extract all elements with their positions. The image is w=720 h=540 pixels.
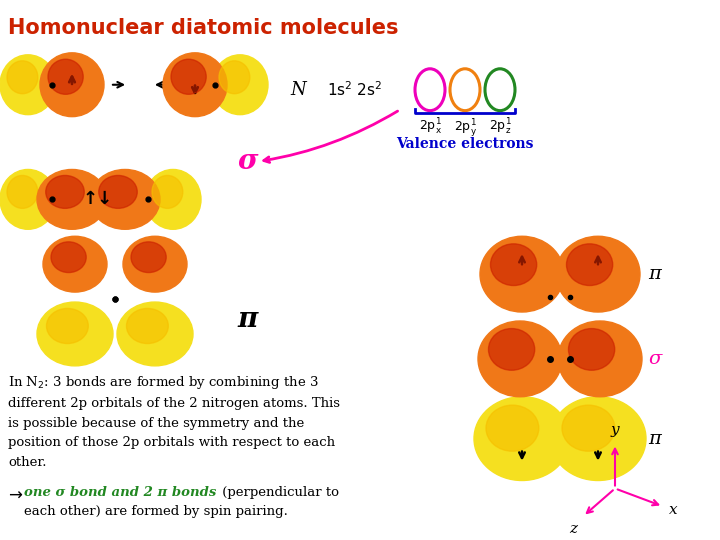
Ellipse shape <box>99 176 138 208</box>
Text: $\rm 2p_y^1$: $\rm 2p_y^1$ <box>454 117 477 139</box>
Ellipse shape <box>212 55 268 114</box>
Ellipse shape <box>474 397 570 481</box>
Ellipse shape <box>90 170 160 230</box>
Text: σ: σ <box>238 148 258 175</box>
Ellipse shape <box>478 321 562 397</box>
Ellipse shape <box>51 242 86 273</box>
Text: π: π <box>238 306 258 333</box>
Ellipse shape <box>562 405 615 451</box>
Text: →: → <box>8 487 22 504</box>
Text: Valence electrons: Valence electrons <box>396 137 534 151</box>
Text: ↑↓: ↑↓ <box>83 191 113 208</box>
Text: y: y <box>611 423 619 437</box>
Ellipse shape <box>219 61 250 94</box>
Ellipse shape <box>558 321 642 397</box>
Ellipse shape <box>7 61 37 94</box>
Text: Homonuclear diatomic molecules: Homonuclear diatomic molecules <box>8 18 398 38</box>
Ellipse shape <box>486 405 539 451</box>
Ellipse shape <box>550 397 646 481</box>
Ellipse shape <box>556 237 640 312</box>
Ellipse shape <box>163 53 227 117</box>
Ellipse shape <box>480 237 564 312</box>
Ellipse shape <box>567 244 613 286</box>
Ellipse shape <box>152 176 183 208</box>
Text: $\rm 2p_z^1$: $\rm 2p_z^1$ <box>489 117 511 137</box>
Text: x: x <box>669 503 678 517</box>
Text: $\rm 1s^2\ 2s^2$: $\rm 1s^2\ 2s^2$ <box>328 80 383 99</box>
Text: π: π <box>648 430 661 448</box>
Text: one σ bond and 2 π bonds: one σ bond and 2 π bonds <box>24 487 217 500</box>
Ellipse shape <box>37 302 113 366</box>
Text: z: z <box>569 522 577 536</box>
Ellipse shape <box>131 242 166 273</box>
Ellipse shape <box>490 244 536 286</box>
Text: N: N <box>290 80 306 99</box>
Text: each other) are formed by spin pairing.: each other) are formed by spin pairing. <box>24 505 288 518</box>
Ellipse shape <box>488 328 535 370</box>
Ellipse shape <box>145 170 201 230</box>
Ellipse shape <box>43 237 107 292</box>
Ellipse shape <box>0 170 56 230</box>
Text: π: π <box>648 265 661 283</box>
Text: σ: σ <box>648 350 661 368</box>
Text: $\rm 2p_x^1$: $\rm 2p_x^1$ <box>418 117 441 137</box>
Text: In N$_2$: 3 bonds are formed by combining the 3
different 2p orbitals of the 2 n: In N$_2$: 3 bonds are formed by combinin… <box>8 374 340 469</box>
Ellipse shape <box>46 176 84 208</box>
Ellipse shape <box>127 308 168 343</box>
Text: (perpendicular to: (perpendicular to <box>218 487 339 500</box>
Ellipse shape <box>117 302 193 366</box>
Ellipse shape <box>569 328 615 370</box>
Ellipse shape <box>123 237 187 292</box>
Ellipse shape <box>40 53 104 117</box>
Ellipse shape <box>7 176 37 208</box>
Ellipse shape <box>48 59 84 94</box>
Ellipse shape <box>171 59 206 94</box>
Ellipse shape <box>0 55 56 114</box>
Ellipse shape <box>47 308 89 343</box>
Ellipse shape <box>37 170 107 230</box>
